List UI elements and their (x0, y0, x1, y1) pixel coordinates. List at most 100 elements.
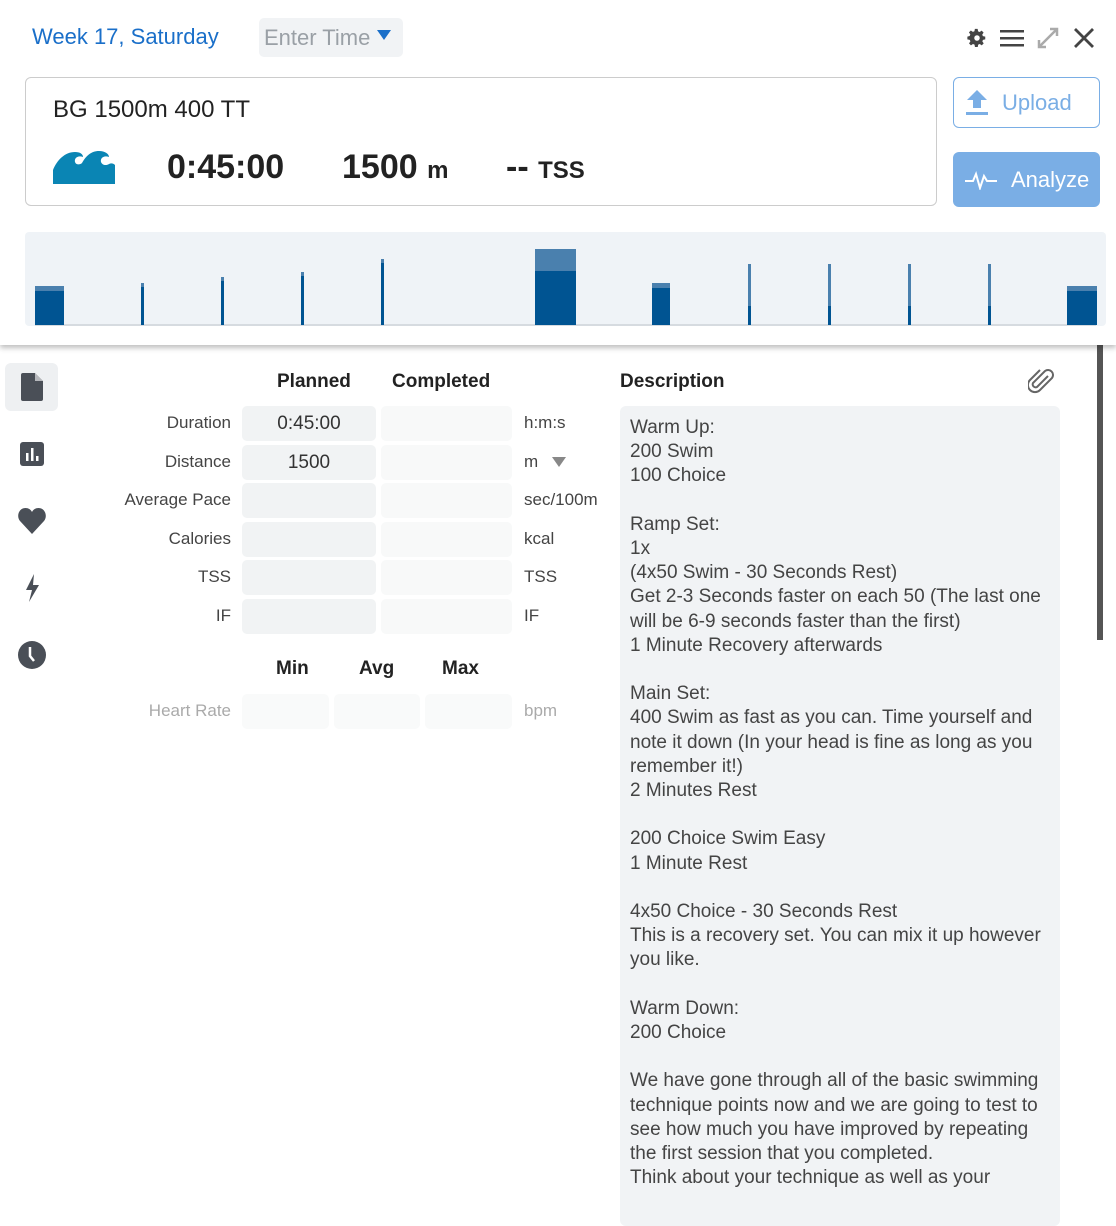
unit-label: m (524, 451, 539, 471)
interval-bar-upper (381, 259, 384, 263)
completed-input[interactable] (381, 598, 512, 634)
row-unit: TSS (524, 567, 557, 587)
interval-bar[interactable] (988, 264, 991, 325)
tss-value: -- (506, 148, 529, 186)
workout-header-panel: Week 17, Saturday Enter Time BG 1500m 40… (0, 0, 1116, 345)
unit-label: sec/100m (524, 490, 598, 509)
interval-bar[interactable] (652, 283, 670, 325)
completed-input[interactable] (381, 444, 512, 480)
completed-header: Completed (392, 371, 491, 392)
file-icon (20, 373, 43, 401)
bolt-icon (25, 574, 39, 602)
sidebar (5, 363, 58, 698)
interval-bar-upper (988, 264, 991, 306)
chart-icon (19, 442, 44, 466)
planned-input[interactable] (242, 598, 376, 634)
interval-bar-upper (828, 264, 831, 306)
planned-input[interactable] (242, 483, 376, 518)
row-unit: IF (524, 606, 539, 626)
upload-icon (966, 89, 988, 115)
interval-bar[interactable] (141, 283, 144, 325)
unit-label: IF (524, 605, 540, 625)
interval-bar-upper (141, 283, 144, 287)
heart-rate-label: Heart Rate (148, 701, 231, 720)
sidebar-item-charts[interactable] (5, 430, 58, 478)
row-label: IF (215, 605, 231, 625)
row-label: Calories (168, 528, 231, 548)
sidebar-item-heart[interactable] (5, 497, 58, 545)
time-placeholder: Enter Time (264, 25, 371, 50)
clock-icon (17, 641, 46, 669)
analyze-label: Analyze (1011, 166, 1090, 192)
max-header: Max (442, 658, 479, 679)
description-header: Description (620, 371, 725, 392)
interval-bar[interactable] (221, 277, 224, 325)
distance-value: 1500 (342, 148, 418, 186)
row-label: Average Pace (124, 490, 231, 509)
interval-bar[interactable] (908, 264, 911, 325)
duration-stat: 0:45:00 (167, 148, 285, 186)
pulse-icon (965, 170, 997, 190)
completed-input[interactable] (381, 406, 512, 441)
menu-icon[interactable] (1000, 28, 1024, 48)
tss-stat: -- TSS (506, 148, 585, 187)
interval-bar-upper (35, 286, 64, 291)
week-day-title: Week 17, Saturday (32, 24, 219, 49)
sidebar-item-details[interactable] (5, 363, 58, 411)
caret-down-icon (377, 30, 391, 40)
planned-input[interactable] (242, 521, 376, 557)
row-label: Duration (166, 413, 231, 432)
completed-input[interactable] (381, 521, 512, 557)
interval-bar[interactable] (1067, 286, 1097, 325)
workout-structure-chart (25, 232, 1106, 326)
row-unit: kcal (524, 529, 554, 549)
completed-input[interactable] (381, 560, 512, 595)
interval-bar-upper (748, 264, 751, 306)
workout-title[interactable]: BG 1500m 400 TT (53, 96, 250, 123)
interval-bar[interactable] (381, 259, 384, 325)
avg-header: Avg (359, 658, 395, 679)
unit-label: kcal (524, 528, 555, 548)
interval-bar-upper (535, 249, 576, 271)
swim-wave-icon (53, 151, 115, 184)
min-header: Min (276, 658, 309, 679)
distance-stat: 1500 m (342, 148, 448, 187)
sidebar-item-power[interactable] (5, 564, 58, 612)
unit-label: TSS (524, 567, 558, 586)
unit-label: h:m:s (524, 413, 566, 432)
heart-rate-min-input[interactable] (242, 694, 329, 729)
interval-bar[interactable] (535, 249, 576, 325)
upload-label: Upload (1002, 89, 1072, 115)
heart-rate-max-input[interactable] (425, 694, 512, 729)
sidebar-item-time[interactable] (5, 631, 58, 679)
interval-bar[interactable] (35, 286, 64, 325)
scrollbar[interactable] (1097, 345, 1103, 640)
caret-down-icon[interactable] (552, 456, 567, 467)
enter-time-dropdown[interactable]: Enter Time (259, 18, 403, 57)
interval-bar-upper (301, 272, 304, 276)
planned-input[interactable]: 1500 (242, 444, 376, 480)
row-label: TSS (197, 567, 231, 586)
distance-unit: m (427, 157, 449, 184)
interval-bar[interactable] (828, 264, 831, 325)
upload-button[interactable]: Upload (953, 77, 1100, 128)
close-icon[interactable] (1072, 26, 1096, 50)
planned-input[interactable]: 0:45:00 (242, 406, 376, 441)
planned-input[interactable] (242, 560, 376, 595)
description-text[interactable]: Warm Up: 200 Swim 100 Choice Ramp Set: 1… (620, 406, 1060, 1226)
row-label: Distance (164, 451, 231, 471)
paperclip-icon[interactable] (1028, 366, 1054, 394)
interval-bar-upper (908, 264, 911, 306)
heart-rate-avg-input[interactable] (334, 694, 420, 729)
gear-icon[interactable] (966, 27, 988, 49)
row-unit[interactable]: m (524, 451, 567, 472)
chart-baseline (35, 324, 1096, 326)
interval-bar[interactable] (301, 272, 304, 325)
expand-icon[interactable] (1036, 26, 1060, 50)
workout-summary-card: BG 1500m 400 TT 0:45:00 1500 m -- TSS (25, 77, 937, 206)
completed-input[interactable] (381, 483, 512, 518)
interval-bar-upper (652, 283, 670, 288)
analyze-button[interactable]: Analyze (953, 152, 1100, 207)
interval-bar-upper (221, 277, 224, 281)
interval-bar[interactable] (748, 264, 751, 325)
